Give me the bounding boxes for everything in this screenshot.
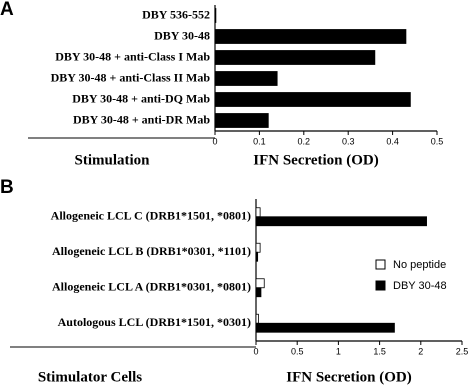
category-axis-label: Stimulation <box>74 152 150 168</box>
bar <box>255 287 262 298</box>
x-tick-label: 0.3 <box>342 136 355 146</box>
bar <box>255 313 259 324</box>
x-tick-label: 0 <box>253 346 258 356</box>
x-tick-label: 0.5 <box>431 136 444 146</box>
bar <box>214 29 407 44</box>
category-label: DBY 536-552 <box>142 7 210 21</box>
bar <box>255 251 259 262</box>
category-axis-label: Stimulator Cells <box>38 369 142 385</box>
category-label: Allogeneic LCL C (DRB1*1501, *0801) <box>51 209 251 223</box>
x-tick-label: 0 <box>212 136 217 146</box>
category-label: DBY 30-48 + anti-Class II Mab <box>51 70 211 84</box>
bar <box>255 207 261 218</box>
x-tick-label: 1.5 <box>373 346 386 356</box>
bar <box>214 113 269 128</box>
category-label: Allogeneic LCL B (DRB1*0301, *1101) <box>52 244 251 258</box>
category-label: DBY 30-48 + anti-DQ Mab <box>72 91 210 105</box>
bar <box>214 8 217 23</box>
x-axis-label: IFN Secretion (OD) <box>286 369 412 385</box>
x-tick-label: 0.4 <box>386 136 399 146</box>
x-tick-label: 0.1 <box>253 136 266 146</box>
x-axis-label: IFN Secretion (OD) <box>253 152 379 168</box>
legend-swatch <box>375 280 386 291</box>
bar <box>255 322 395 333</box>
panel-label: A <box>0 0 14 20</box>
legend-label: DBY 30-48 <box>393 280 447 292</box>
category-label: Autologous LCL (DRB1*1501, *0301) <box>58 315 251 329</box>
category-label: DBY 30-48 <box>154 28 210 42</box>
x-tick-label: 0.5 <box>291 346 304 356</box>
category-label: DBY 30-48 + anti-Class I Mab <box>55 49 210 63</box>
bar <box>255 242 261 253</box>
x-tick-label: 2.5 <box>456 346 469 356</box>
bar <box>255 216 427 227</box>
legend-swatch <box>375 259 386 270</box>
bar <box>214 50 376 65</box>
x-tick-label: 1 <box>336 346 341 356</box>
category-label: Allogeneic LCL A (DRB1*0301, *0801) <box>52 280 251 294</box>
x-tick-label: 2 <box>418 346 423 356</box>
x-tick-label: 0.2 <box>298 136 311 146</box>
panel-label: B <box>0 177 14 198</box>
legend-label: No peptide <box>393 259 446 271</box>
bar <box>214 92 411 107</box>
bar <box>255 278 265 289</box>
category-label: DBY 30-48 + anti-DR Mab <box>73 112 210 126</box>
bar <box>214 71 278 86</box>
